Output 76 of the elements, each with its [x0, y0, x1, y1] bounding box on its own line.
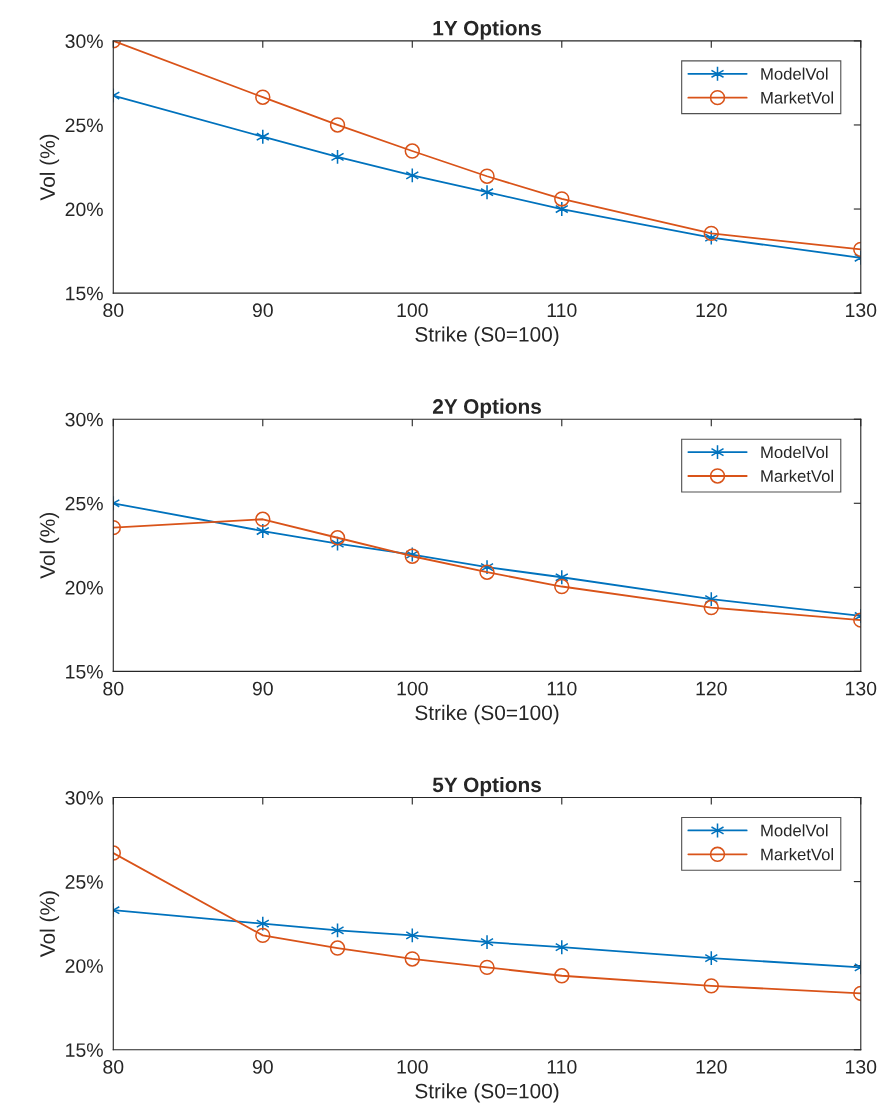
x-tick-label: 110 — [547, 303, 577, 318]
point — [479, 564, 495, 580]
x-tick-label: 110 — [547, 681, 577, 696]
legend-label: ModelVol — [761, 824, 828, 837]
y-tick-label: 25% — [65, 496, 103, 511]
point — [479, 168, 495, 184]
x-tick-label: 80 — [103, 1059, 124, 1074]
point — [480, 559, 494, 575]
x-tick-label: 80 — [103, 681, 124, 696]
x-tick-label: 110 — [547, 1059, 577, 1074]
y-axis-title: Vol (%) — [39, 134, 60, 201]
y-tick-label: 30% — [65, 412, 103, 427]
x-tick-label: 90 — [252, 303, 273, 318]
y-axis-title: Vol (%) — [39, 891, 60, 958]
x-tick-label: 130 — [846, 1059, 877, 1074]
point — [555, 201, 569, 217]
legend-label: MarketVol — [761, 848, 833, 861]
x-tick-label: 90 — [252, 681, 273, 696]
point — [704, 229, 719, 246]
chart-title: 5Y Options — [432, 776, 541, 797]
y-tick-label: 20% — [65, 202, 103, 217]
point — [329, 530, 346, 546]
x-tick-label: 80 — [103, 303, 124, 318]
x-axis-title: Strike (S0=100) — [415, 704, 559, 725]
x-tick-label: 130 — [846, 303, 877, 318]
y-tick-label: 30% — [65, 34, 103, 49]
x-tick-label: 100 — [397, 681, 428, 696]
point — [255, 89, 271, 105]
point — [404, 951, 420, 967]
point — [256, 915, 270, 932]
y-tick-label: 15% — [66, 286, 103, 301]
x-axis-title: Strike (S0=100) — [415, 1083, 559, 1103]
x-tick-label: 100 — [397, 303, 428, 318]
point — [255, 927, 271, 944]
x-tick-label: 100 — [397, 1059, 428, 1074]
x-tick-label: 120 — [696, 303, 727, 318]
point — [703, 225, 719, 242]
point — [256, 129, 270, 145]
point — [329, 117, 346, 133]
chart-title: 1Y Options — [433, 20, 541, 40]
y-tick-label: 20% — [65, 580, 103, 595]
point — [554, 191, 570, 207]
point — [256, 523, 270, 539]
point — [330, 922, 345, 939]
x-tick-label: 120 — [696, 681, 727, 696]
y-axis-title: Vol (%) — [39, 513, 60, 579]
x-tick-label: 90 — [252, 1059, 273, 1074]
y-tick-label: 15% — [66, 1043, 103, 1057]
point — [404, 143, 420, 159]
chart-title: 2Y Options — [432, 398, 541, 418]
y-tick-label: 15% — [66, 664, 103, 679]
point — [330, 149, 345, 165]
x-axis-title: Strike (S0=100) — [415, 326, 559, 346]
point — [405, 167, 420, 184]
legend-label: MarketVol — [761, 469, 833, 482]
y-tick-label: 20% — [65, 959, 103, 973]
y-tick-label: 30% — [65, 791, 103, 805]
y-tick-label: 25% — [65, 118, 103, 133]
point — [329, 940, 346, 956]
legend-label: MarketVol — [761, 91, 833, 104]
point — [555, 939, 569, 955]
point — [405, 927, 420, 944]
legend-label: ModelVol — [761, 67, 828, 80]
x-tick-label: 130 — [846, 681, 877, 696]
point — [555, 569, 569, 585]
point — [480, 184, 494, 200]
x-tick-label: 120 — [696, 1059, 727, 1074]
point — [703, 978, 719, 994]
y-tick-label: 25% — [65, 875, 103, 889]
legend-label: ModelVol — [761, 445, 828, 459]
point — [703, 599, 719, 616]
point — [479, 959, 495, 976]
point — [255, 511, 271, 527]
point — [554, 578, 570, 595]
point — [554, 968, 570, 984]
point — [480, 934, 494, 950]
